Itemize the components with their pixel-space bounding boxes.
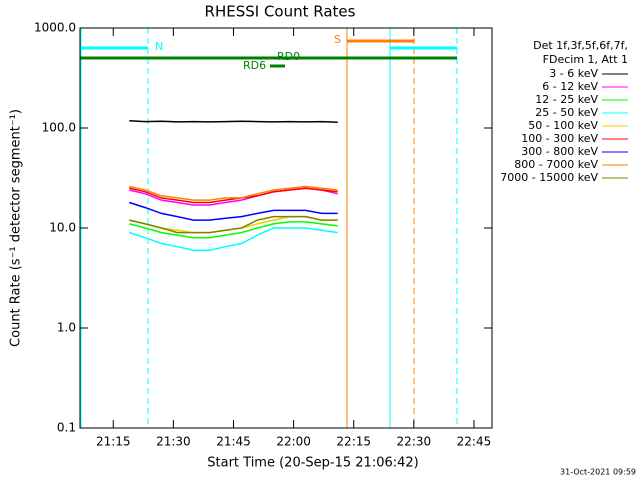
x-tick-label: 22:00 [276,435,311,449]
legend-label: 3 - 6 keV [549,67,598,80]
series-line [129,201,338,221]
legend-label: 100 - 300 keV [521,132,598,145]
y-tick-label: 0.1 [57,421,76,435]
y-axis-label: Count Rate (s⁻¹ detector segment⁻¹) [9,109,24,347]
footer: 31-Oct-2021 09:59 [560,468,636,477]
y-tick-label: 100.0 [42,121,76,135]
y-tick-label: 10.0 [49,221,76,235]
series-line [129,215,338,234]
x-tick-label: 21:45 [216,435,251,449]
y-tick-label: 1000.0 [34,21,76,35]
y-tick-label: 1.0 [57,321,76,335]
x-axis-label: Start Time (20-Sep-15 21:06:42) [207,456,418,471]
annotation: S [334,33,341,46]
series-line [129,120,338,124]
series-line [129,221,338,239]
x-tick-label: 22:45 [457,435,492,449]
legend-label: 7000 - 15000 keV [500,171,598,184]
x-tick-label: 22:30 [397,435,432,449]
annotation: RD0 [277,50,300,63]
series-line [129,185,338,201]
legend-label: 800 - 7000 keV [514,158,598,171]
annotation: RD6 [243,59,266,72]
legend-label: 6 - 12 keV [542,80,598,93]
annotation: N [155,40,163,53]
x-tick-label: 21:30 [156,435,191,449]
x-tick-label: 22:15 [336,435,371,449]
legend-label: 25 - 50 keV [535,106,598,119]
legend-header: FDecim 1, Att 1 [543,53,628,66]
chart-title: RHESSI Count Rates [205,3,356,21]
legend-label: 300 - 800 keV [521,145,598,158]
series-line [129,227,338,251]
x-tick-label: 21:15 [96,435,131,449]
legend-header: Det 1f,3f,5f,6f,7f, [533,39,628,52]
legend-label: 50 - 100 keV [528,119,598,132]
series-line [129,187,338,204]
legend-label: 12 - 25 keV [535,93,598,106]
